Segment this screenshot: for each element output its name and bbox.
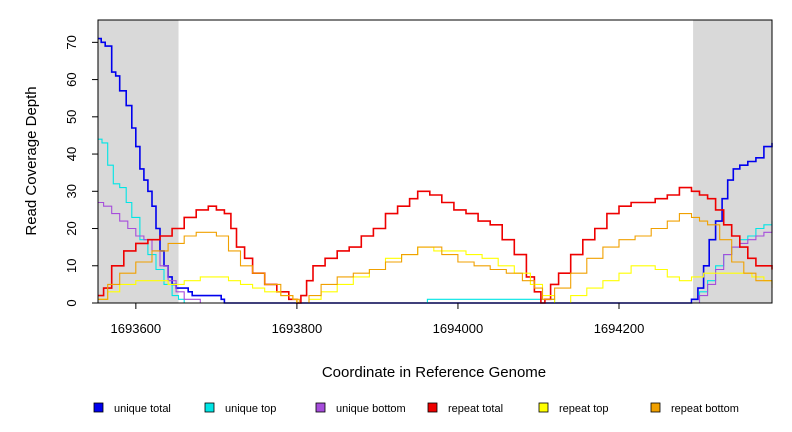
x-tick-label-1694200: 1694200 [594,321,645,336]
y-tick-label-40: 40 [64,147,79,161]
legend-label-repeat-total: repeat total [448,403,503,415]
series-lines [98,37,773,304]
y-tick-label-10: 10 [64,259,79,273]
legend-label-unique-bottom: unique bottom [336,403,406,415]
y-tick-label-20: 20 [64,221,79,235]
series-line-repeat-bottom [98,213,773,304]
legend-swatch-unique-bottom [315,402,326,413]
y-tick-label-70: 70 [64,35,79,49]
legend: unique total unique top unique bottom repea… [93,402,739,415]
x-tick-label-1693600: 1693600 [111,321,162,336]
x-tick-label-1693800: 1693800 [272,321,323,336]
legend-swatch-repeat-bottom [650,402,661,413]
legend-label-unique-total: unique total [114,403,171,415]
axes: 0 10 20 30 40 50 60 70 1693600 1693800 1694000 1694… [64,35,644,336]
series-line-unique-total [98,37,773,304]
x-axis-title: Coordinate in Reference Genome [322,364,546,381]
y-tick-label-60: 60 [64,72,79,86]
y-axis-title: Read Coverage Depth [23,86,40,235]
legend-label-repeat-bottom: repeat bottom [671,403,739,415]
legend-swatch-unique-total [93,402,104,413]
legend-swatch-repeat-total [427,402,438,413]
series-line-repeat-total [98,186,773,304]
x-tick-label-1694000: 1694000 [433,321,484,336]
y-tick-label-0: 0 [64,299,79,306]
legend-swatch-unique-top [204,402,215,413]
shaded-regions [98,20,772,303]
y-tick-label-50: 50 [64,110,79,124]
legend-swatch-repeat-top [538,402,549,413]
series-line-repeat-top [98,246,773,304]
legend-label-repeat-top: repeat top [559,403,609,415]
shaded-region-0 [98,20,179,303]
plot-area-border [97,19,773,304]
series-line-unique-bottom [98,201,773,304]
legend-label-unique-top: unique top [225,403,276,415]
y-tick-label-30: 30 [64,184,79,198]
shaded-region-1 [693,20,772,303]
